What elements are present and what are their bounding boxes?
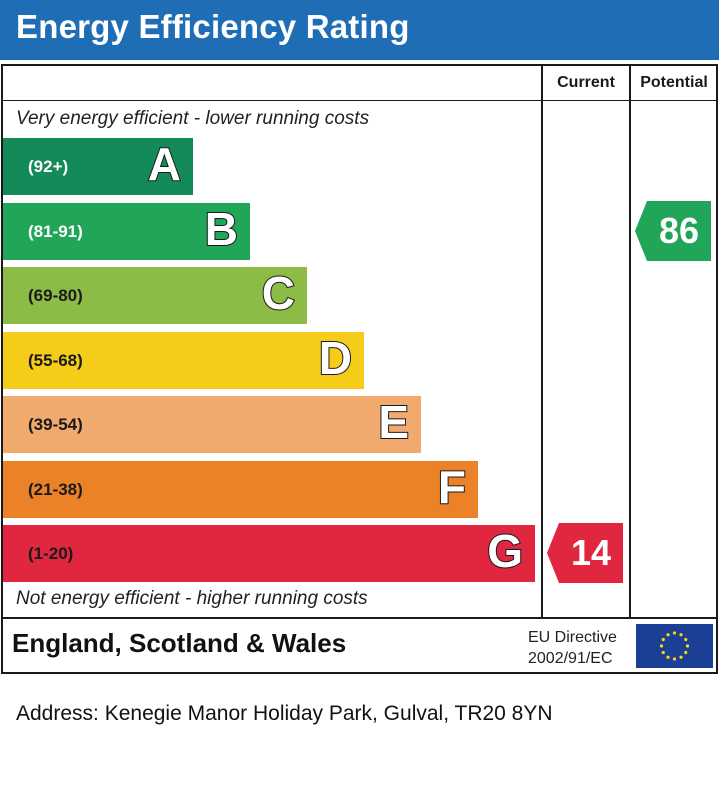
- potential-column-header: Potential: [640, 74, 708, 91]
- band-d: (55-68) D: [3, 331, 364, 389]
- band-range-label: (39-54): [28, 415, 83, 434]
- current-column-header: Current: [557, 74, 615, 91]
- band-letter: D: [318, 331, 353, 385]
- eu-star-icon: [685, 644, 690, 648]
- eu-star-icon: [672, 631, 677, 635]
- chart-title: Energy Efficiency Rating: [16, 8, 410, 45]
- current-rating-arrow: 14: [547, 523, 623, 583]
- band-f: (21-38) F: [3, 460, 478, 518]
- band-letter: B: [204, 202, 239, 256]
- band-range-label: (55-68): [28, 351, 83, 370]
- band-range-label: (81-91): [28, 222, 83, 241]
- eu-star-icon: [684, 650, 688, 655]
- eu-flag-icon: [636, 624, 713, 668]
- eu-star-icon: [659, 644, 664, 648]
- band-c: (69-80) C: [3, 266, 307, 324]
- band-range-label: (1-20): [28, 544, 74, 563]
- band-letter: A: [147, 137, 182, 191]
- top-hint: Very energy efficient - lower running co…: [16, 108, 370, 129]
- band-range-label: (69-80): [28, 286, 83, 305]
- eu-star-icon: [666, 655, 670, 659]
- eu-star-icon: [666, 633, 670, 637]
- eu-star-icon: [679, 633, 683, 637]
- eu-star-icon: [672, 657, 677, 661]
- current-rating-value: 14: [570, 532, 612, 573]
- band-letter: E: [377, 395, 410, 449]
- eu-directive-line2: 2002/91/EC: [528, 650, 613, 667]
- current-arrow-shape: [547, 523, 623, 583]
- address: Address: Kenegie Manor Holiday Park, Gul…: [16, 702, 553, 725]
- region-label: England, Scotland & Wales: [12, 628, 347, 658]
- eu-directive: EU Directive 2002/91/EC: [528, 627, 617, 669]
- band-letter: G: [486, 524, 524, 578]
- eu-star-icon: [679, 655, 683, 659]
- potential-arrow-shape: [635, 201, 711, 261]
- band-letter: F: [437, 460, 467, 514]
- band-a: (92+) A: [3, 137, 193, 195]
- band-g: (1-20) G: [3, 524, 535, 582]
- band-e: (39-54) E: [3, 395, 421, 453]
- eu-star-icon: [661, 637, 665, 642]
- potential-rating-arrow: 86: [635, 201, 711, 261]
- bottom-hint: Not energy efficient - higher running co…: [16, 588, 368, 609]
- band-b: (81-91) B: [3, 202, 250, 260]
- eu-star-icon: [661, 650, 665, 655]
- band-range-label: (92+): [28, 157, 69, 176]
- eu-directive-line1: EU Directive: [528, 629, 617, 646]
- band-letter: C: [261, 266, 296, 320]
- band-range-label: (21-38): [28, 480, 83, 499]
- title-bar: Energy Efficiency Rating: [0, 0, 719, 60]
- potential-rating-value: 86: [658, 210, 700, 251]
- eu-star-icon: [684, 637, 688, 642]
